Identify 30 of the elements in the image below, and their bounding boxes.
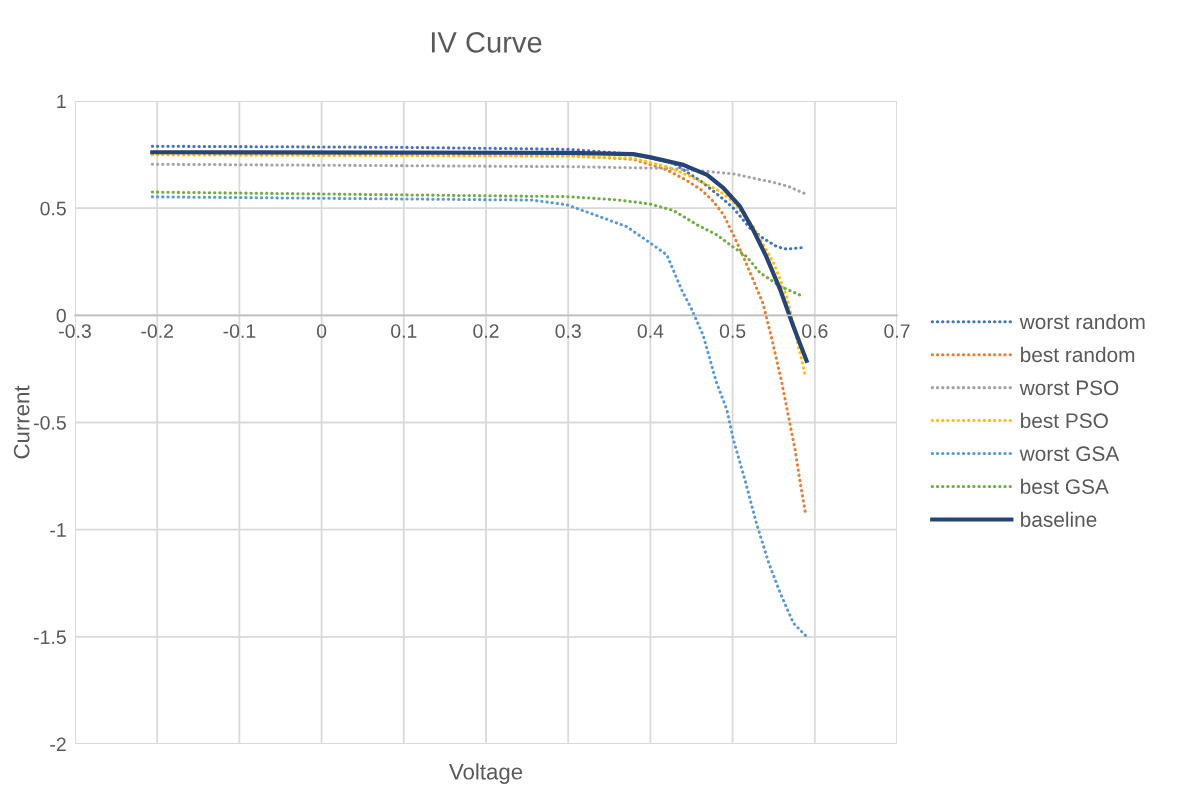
legend-label: baseline	[1021, 511, 1097, 527]
legend-label: best GSA	[1021, 478, 1109, 495]
x-tick-label: 0.5	[719, 324, 746, 338]
y-tick-label: -2	[50, 737, 66, 752]
x-tick-label: 0.3	[555, 324, 581, 338]
y-tick-label: -1.5	[34, 630, 66, 645]
y-tick-label: 0.5	[40, 201, 66, 216]
line-series	[150, 144, 804, 251]
legend-label: best PSO	[1021, 412, 1108, 429]
x-tick-label: 0	[316, 324, 327, 338]
line-series	[150, 162, 807, 196]
x-axis-title: Voltage	[449, 763, 523, 785]
x-tick-label: 0.7	[884, 324, 910, 338]
x-tick-label: -0.2	[141, 324, 173, 338]
y-axis-title: Current	[13, 385, 30, 459]
y-tick-label: 0	[56, 308, 66, 323]
x-tick-label: -0.1	[223, 324, 256, 338]
legend-label: worst PSO	[1019, 380, 1119, 396]
y-tick-label: -1	[50, 523, 66, 537]
x-tick-label: -0.3	[59, 324, 91, 338]
chart-title: IV Curve	[431, 32, 542, 53]
y-tick-label: -0.5	[34, 415, 66, 430]
x-tick-label: 0.6	[802, 324, 828, 338]
legend-label: worst random	[1019, 313, 1145, 330]
legend-label: worst GSA	[1019, 446, 1120, 462]
x-tick-label: 0.2	[473, 324, 499, 338]
x-tick-label: 0.4	[637, 324, 664, 338]
y-tick-label: 1	[57, 94, 66, 109]
legend-label: best random	[1021, 346, 1135, 363]
x-tick-label: 0.1	[391, 324, 417, 338]
